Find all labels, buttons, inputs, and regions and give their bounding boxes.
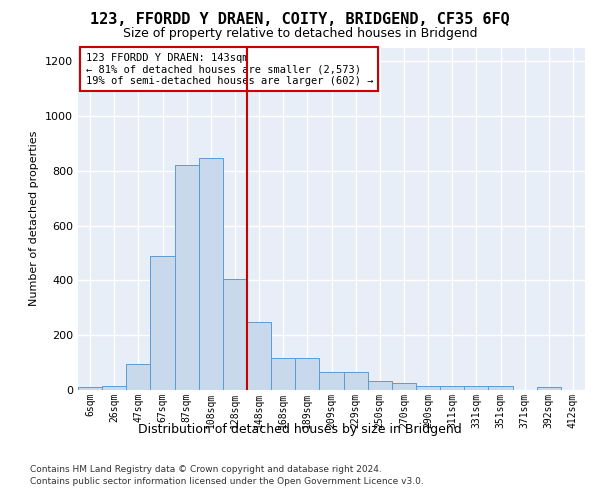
Bar	[488, 386, 512, 390]
Text: Contains public sector information licensed under the Open Government Licence v3: Contains public sector information licen…	[30, 478, 424, 486]
Bar	[344, 372, 368, 390]
Bar	[199, 158, 223, 390]
Bar	[295, 358, 319, 390]
Text: 123 FFORDD Y DRAEN: 143sqm
← 81% of detached houses are smaller (2,573)
19% of s: 123 FFORDD Y DRAEN: 143sqm ← 81% of deta…	[86, 52, 373, 86]
Y-axis label: Number of detached properties: Number of detached properties	[29, 131, 40, 306]
Bar	[247, 322, 271, 390]
Text: 123, FFORDD Y DRAEN, COITY, BRIDGEND, CF35 6FQ: 123, FFORDD Y DRAEN, COITY, BRIDGEND, CF…	[90, 12, 510, 28]
Text: Size of property relative to detached houses in Bridgend: Size of property relative to detached ho…	[123, 28, 477, 40]
Bar	[392, 383, 416, 390]
Bar	[440, 386, 464, 390]
Bar	[102, 386, 126, 390]
Bar	[223, 279, 247, 390]
Bar	[78, 388, 102, 390]
Bar	[175, 166, 199, 390]
Bar	[271, 358, 295, 390]
Text: Contains HM Land Registry data © Crown copyright and database right 2024.: Contains HM Land Registry data © Crown c…	[30, 465, 382, 474]
Bar	[416, 386, 440, 390]
Bar	[537, 386, 561, 390]
Bar	[151, 256, 175, 390]
Bar	[319, 372, 344, 390]
Text: Distribution of detached houses by size in Bridgend: Distribution of detached houses by size …	[138, 422, 462, 436]
Bar	[464, 386, 488, 390]
Bar	[368, 381, 392, 390]
Bar	[126, 364, 151, 390]
